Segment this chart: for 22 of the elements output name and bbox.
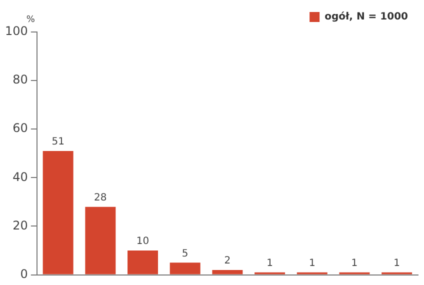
data-label: 1 <box>351 258 358 269</box>
data-label: 5 <box>182 248 188 260</box>
bar <box>128 250 158 274</box>
data-label: 2 <box>224 256 231 267</box>
data-label: 1 <box>308 258 316 269</box>
y-tick-label: 40 <box>12 170 28 184</box>
y-axis-title: % <box>26 14 36 25</box>
legend-label: ogół, N = 1000 <box>324 12 408 23</box>
data-label: 10 <box>136 236 150 248</box>
y-tick-label: 0 <box>20 266 28 281</box>
y-tick-label: 60 <box>12 121 28 136</box>
y-tick-label: 80 <box>12 72 28 87</box>
bar <box>42 150 74 274</box>
data-label: 51 <box>52 136 64 148</box>
data-label: 1 <box>394 258 400 269</box>
bar <box>212 270 243 274</box>
y-tick-label: 20 <box>12 218 28 232</box>
data-label: 28 <box>94 192 107 204</box>
bar <box>85 206 116 274</box>
data-label: 1 <box>266 258 273 269</box>
y-tick-label: 100 <box>5 24 28 38</box>
bar <box>170 262 200 274</box>
